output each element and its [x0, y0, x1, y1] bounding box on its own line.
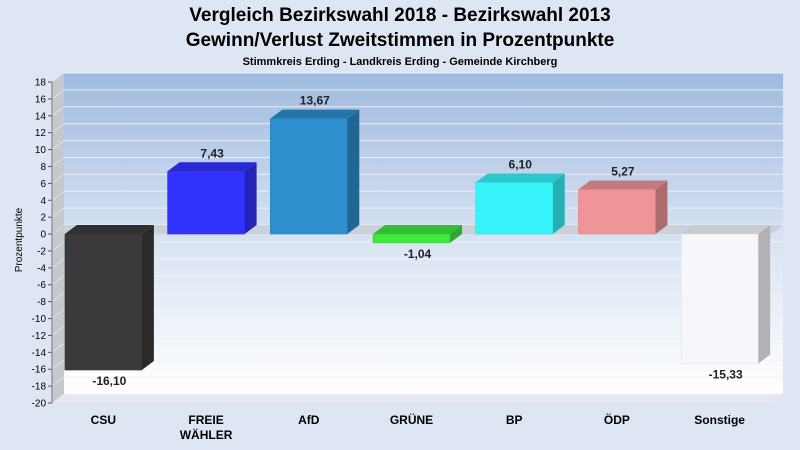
data-label: 13,67	[300, 94, 330, 108]
grid-line-side	[51, 359, 65, 370]
bar-top	[578, 180, 668, 190]
x-tick-label: WÄHLER	[180, 427, 233, 442]
data-label: -1,04	[404, 247, 432, 261]
x-tick-label: Sonstige	[694, 413, 745, 427]
y-tick-label: 4	[40, 196, 46, 207]
bar-side	[758, 225, 771, 364]
bar-front	[475, 182, 553, 235]
bar-front	[680, 233, 759, 364]
bar-side	[655, 180, 668, 235]
grid-line-side	[51, 376, 65, 387]
x-tick-label: FREIE	[188, 413, 223, 427]
grid-line-side	[51, 241, 65, 252]
x-tick-label: CSU	[91, 413, 116, 427]
bar-front	[270, 118, 348, 235]
data-label: -15,33	[709, 368, 743, 382]
data-label: 5,27	[611, 165, 635, 179]
x-tick-label: AfD	[298, 413, 320, 427]
x-tick-label: GRÜNE	[390, 412, 433, 427]
bar-front	[372, 233, 451, 244]
bar-top	[372, 225, 463, 235]
y-tick-label: 8	[40, 162, 46, 173]
bar-top	[681, 225, 771, 235]
grid-line-side	[51, 140, 65, 150]
grid-line-side	[51, 106, 65, 117]
y-tick-label: 18	[35, 78, 47, 89]
grid-line-side	[51, 157, 65, 167]
y-tick-label: -16	[32, 365, 47, 376]
chart-title: Vergleich Bezirkswahl 2018 - Bezirkswahl…	[189, 5, 610, 26]
chart-subtitle: Gewinn/Verlust Zweitstimmen in Prozentpu…	[186, 30, 615, 51]
plot-area: -20-18-16-14-12-10-8-6-4-202468101214161…	[32, 72, 783, 442]
bar-side	[347, 109, 360, 235]
bar-top	[270, 109, 360, 119]
x-tick-label: ÖDP	[604, 412, 630, 427]
y-tick-label: 10	[35, 145, 47, 156]
data-label: -16,10	[92, 374, 126, 388]
floor	[52, 394, 783, 403]
grid-line-side	[51, 393, 65, 404]
y-tick-label: -18	[32, 382, 47, 393]
bar-side	[244, 162, 257, 235]
bar-front	[167, 171, 245, 235]
bar-top	[64, 225, 154, 235]
bar-side	[141, 225, 154, 371]
bar-top	[167, 162, 257, 172]
bar-top	[475, 173, 565, 183]
grid-line-side	[51, 292, 65, 303]
grid-line-side	[51, 258, 65, 269]
grid-line-side	[51, 190, 65, 201]
bar-front	[64, 233, 143, 371]
bar-5	[578, 180, 668, 235]
y-axis-label: Prozentpunkte	[14, 207, 25, 272]
y-tick-label: 12	[35, 128, 47, 139]
y-tick-label: -6	[37, 280, 46, 291]
y-tick-label: -12	[32, 331, 47, 342]
bar-front	[578, 189, 656, 235]
y-tick-label: -4	[37, 263, 46, 274]
bar-1	[167, 162, 257, 235]
chart-caption: Stimmkreis Erding - Landkreis Erding - G…	[243, 56, 558, 68]
grid-line-side	[51, 89, 65, 100]
bar-3	[372, 225, 463, 244]
y-tick-label: -10	[32, 314, 47, 325]
y-tick-label: 0	[40, 230, 46, 241]
y-tick-label: -2	[37, 246, 46, 257]
y-tick-label: -20	[32, 399, 47, 410]
y-tick-label: 14	[35, 111, 47, 122]
bar-side	[552, 173, 565, 235]
data-label: 7,43	[200, 146, 224, 160]
grid-line-side	[51, 72, 65, 83]
bar-side	[450, 225, 463, 243]
y-tick-label: 2	[40, 213, 46, 224]
grid-line-side	[51, 123, 65, 134]
y-tick-label: 6	[40, 179, 46, 190]
grid-line-side	[51, 173, 65, 184]
y-tick-label: 16	[35, 94, 47, 105]
bar-0	[64, 225, 154, 371]
grid-line-side	[51, 275, 65, 286]
bar-2	[270, 109, 360, 235]
y-tick-label: -8	[37, 297, 46, 308]
grid-line-side	[51, 342, 65, 353]
bar-4	[475, 173, 565, 235]
x-tick-label: BP	[506, 413, 523, 427]
grid-line-side	[51, 309, 65, 319]
left-wall	[52, 73, 64, 403]
grid-line-side	[51, 207, 65, 218]
y-tick-label: -14	[32, 348, 47, 359]
bar-6	[680, 225, 771, 364]
grid-line-side	[51, 326, 65, 336]
data-label: 6,10	[509, 158, 533, 172]
